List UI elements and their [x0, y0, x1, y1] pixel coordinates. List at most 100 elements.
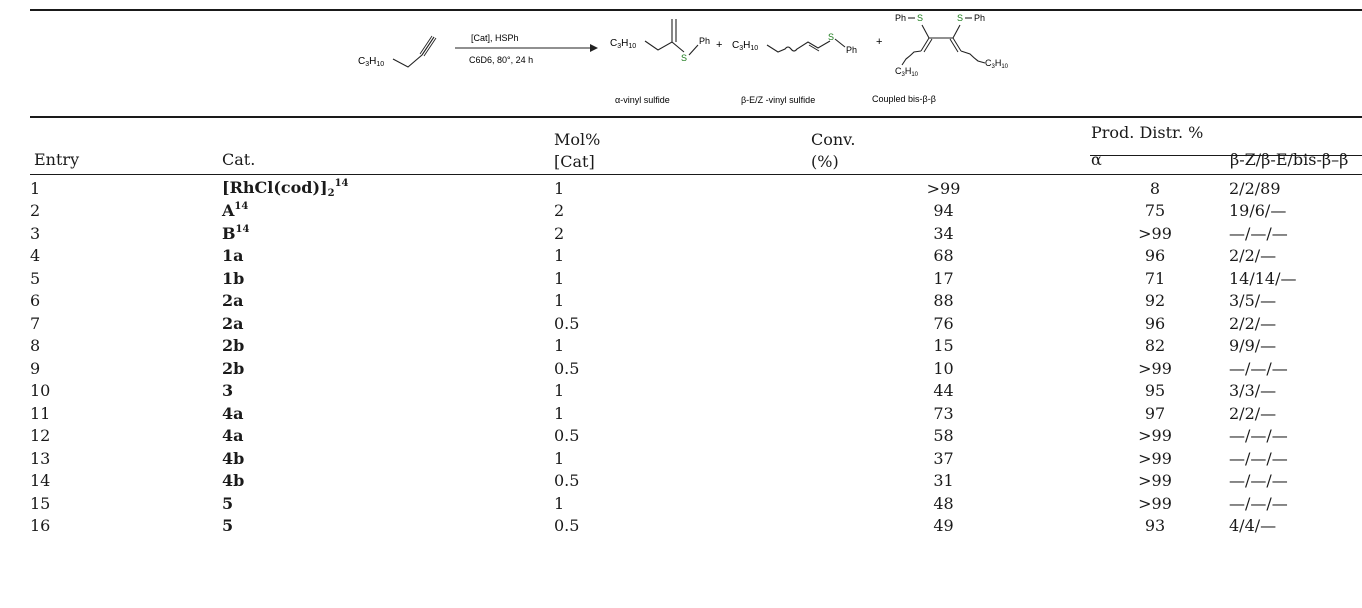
- catalyst-name: 5: [222, 493, 234, 513]
- cell-alpha: >99: [1138, 493, 1172, 513]
- cell-entry: 2: [30, 201, 41, 221]
- cell-entry: 16: [30, 516, 51, 536]
- beta-ph: Ph: [846, 45, 857, 55]
- cell-beta-distribution: —/—/—: [1229, 358, 1288, 378]
- cell-entry: 3: [30, 223, 41, 243]
- table-row: 5 1b 1 17 71 14/14/—: [30, 267, 1362, 290]
- cell-beta-distribution: 3/5/—: [1229, 291, 1277, 311]
- cell-alpha: 71: [1144, 268, 1166, 288]
- cell-beta-distribution: 19/6/—: [1229, 201, 1287, 221]
- cell-entry: 1: [30, 178, 41, 198]
- cell-catalyst: 5: [222, 515, 554, 538]
- table-row: 1 [RhCl(cod)]214 1 >99 8 2/2/89: [30, 177, 1362, 200]
- cell-alpha: >99: [1138, 426, 1172, 446]
- cell-entry: 4: [30, 246, 41, 266]
- catalyst-name: A: [222, 201, 235, 221]
- cell-alpha: >99: [1138, 471, 1172, 491]
- results-table: 1 [RhCl(cod)]214 1 >99 8 2/2/89 2 A14 2 94 75 19/6/…: [30, 177, 1362, 537]
- cell-conversion: 73: [933, 403, 954, 423]
- cell-catalyst: 4b: [222, 470, 554, 493]
- catalyst-reference: 14: [235, 223, 250, 235]
- cell-beta-distribution: 2/2/—: [1229, 313, 1277, 333]
- cell-catalyst: 3: [222, 380, 554, 403]
- cell-beta-distribution: 2/2/—: [1229, 246, 1277, 266]
- cell-beta-distribution: —/—/—: [1229, 493, 1288, 513]
- cell-conversion: 94: [933, 201, 954, 221]
- table-row: 12 4a 0.5 58 >99 —/—/—: [30, 425, 1362, 448]
- cell-mol-percent: 1: [554, 403, 565, 423]
- cell-entry: 10: [30, 381, 51, 401]
- table-row: 6 2a 1 88 92 3/5/—: [30, 290, 1362, 313]
- reagent-above: [Cat], HSPh: [471, 33, 519, 43]
- cell-conversion: 37: [933, 448, 954, 468]
- catalyst-name: 2a: [222, 291, 244, 311]
- cell-alpha: 96: [1144, 313, 1166, 333]
- table-row: 11 4a 1 73 97 2/2/—: [30, 402, 1362, 425]
- catalyst-name: 2b: [222, 358, 245, 378]
- header-mol-line2: [Cat]: [554, 152, 595, 171]
- cell-alpha: 75: [1144, 201, 1166, 221]
- cell-entry: 9: [30, 358, 41, 378]
- table-row: 2 A14 2 94 75 19/6/—: [30, 200, 1362, 223]
- cell-mol-percent: 1: [554, 493, 565, 513]
- catalyst-name: 1a: [222, 246, 244, 266]
- plus-2: +: [876, 36, 882, 48]
- cell-mol-percent: 0.5: [554, 516, 580, 536]
- header-entry: Entry: [34, 150, 80, 169]
- cell-alpha: 8: [1149, 178, 1161, 198]
- table-row: 13 4b 1 37 >99 —/—/—: [30, 447, 1362, 470]
- cell-beta-distribution: —/—/—: [1229, 426, 1288, 446]
- catalyst-name: 2b: [222, 336, 245, 356]
- reaction-scheme-drawing: C3H10 [Cat], HSPh C6D6, 80°, 24 h C3H10 …: [358, 13, 1009, 105]
- cell-entry: 14: [30, 471, 51, 491]
- cell-conversion: 68: [933, 246, 954, 266]
- product-alpha-name: α-vinyl sulfide: [615, 95, 670, 105]
- table-row: 16 5 0.5 49 93 4/4/—: [30, 515, 1362, 538]
- reaction-scheme: C3H10 [Cat], HSPh C6D6, 80°, 24 h C3H10 …: [30, 11, 1362, 115]
- cell-alpha: >99: [1138, 223, 1172, 243]
- catalyst-reference: 14: [234, 201, 249, 213]
- table-row: 9 2b 0.5 10 >99 —/—/—: [30, 357, 1362, 380]
- header-mol: Mol% [Cat]: [554, 129, 600, 173]
- catalyst-name: 4b: [222, 471, 245, 491]
- cell-mol-percent: 0.5: [554, 313, 580, 333]
- table-row: 3 B14 2 34 >99 —/—/—: [30, 222, 1362, 245]
- cell-catalyst: 2b: [222, 335, 554, 358]
- scheme-bottom-rule: [30, 116, 1362, 118]
- cell-conversion: 49: [933, 516, 954, 536]
- cell-mol-percent: 1: [554, 448, 565, 468]
- catalyst-subscript: 2: [327, 187, 335, 199]
- cell-alpha: 96: [1144, 246, 1166, 266]
- alpha-chain-label: C3H10: [610, 38, 636, 50]
- header-conv-line1: Conv.: [811, 130, 856, 149]
- cell-entry: 5: [30, 268, 41, 288]
- bis-sulfur-right: S: [957, 13, 963, 23]
- cell-beta-distribution: 2/2/89: [1229, 178, 1281, 198]
- header-bottom-rule: [30, 174, 1362, 176]
- header-mol-line1: Mol%: [554, 130, 601, 149]
- alpha-ph: Ph: [699, 36, 710, 46]
- cell-catalyst: 1a: [222, 245, 554, 268]
- header-group-rule: [1090, 155, 1362, 156]
- cell-catalyst: A14: [222, 200, 554, 223]
- cell-conversion: 88: [933, 291, 954, 311]
- cell-conversion: 76: [933, 313, 954, 333]
- cell-catalyst: 4a: [222, 425, 554, 448]
- header-conv-line2: (%): [811, 152, 839, 171]
- cell-alpha: >99: [1138, 448, 1172, 468]
- cell-alpha: 92: [1144, 291, 1166, 311]
- catalyst-name: 1b: [222, 268, 245, 288]
- catalyst-name: B: [222, 223, 236, 243]
- cell-alpha: 93: [1144, 516, 1166, 536]
- bis-chain-right: C3H10: [985, 58, 1009, 70]
- cell-catalyst: 1b: [222, 267, 554, 290]
- catalyst-reference: 14: [334, 177, 349, 189]
- bis-sulfur-left: S: [917, 13, 923, 23]
- cell-entry: 12: [30, 426, 51, 446]
- bis-ph-left: Ph: [895, 13, 906, 23]
- cell-mol-percent: 2: [554, 201, 565, 221]
- table-row: 8 2b 1 15 82 9/9/—: [30, 335, 1362, 358]
- header-prod-distr: Prod. Distr. %: [1091, 123, 1204, 142]
- cell-beta-distribution: 4/4/—: [1229, 516, 1277, 536]
- cell-conversion: 31: [933, 471, 954, 491]
